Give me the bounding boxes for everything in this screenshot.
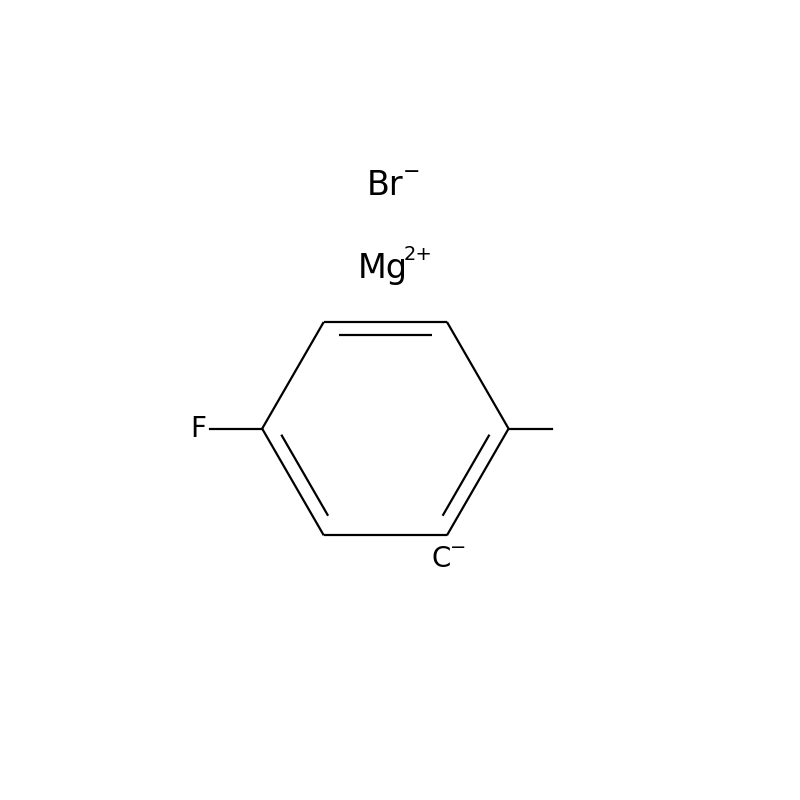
Text: −: − (450, 538, 466, 557)
Text: Br: Br (367, 169, 403, 202)
Text: Mg: Mg (358, 252, 408, 285)
Text: 2+: 2+ (404, 246, 433, 265)
Text: −: − (402, 162, 420, 182)
Text: C: C (431, 545, 450, 573)
Text: F: F (190, 414, 206, 442)
